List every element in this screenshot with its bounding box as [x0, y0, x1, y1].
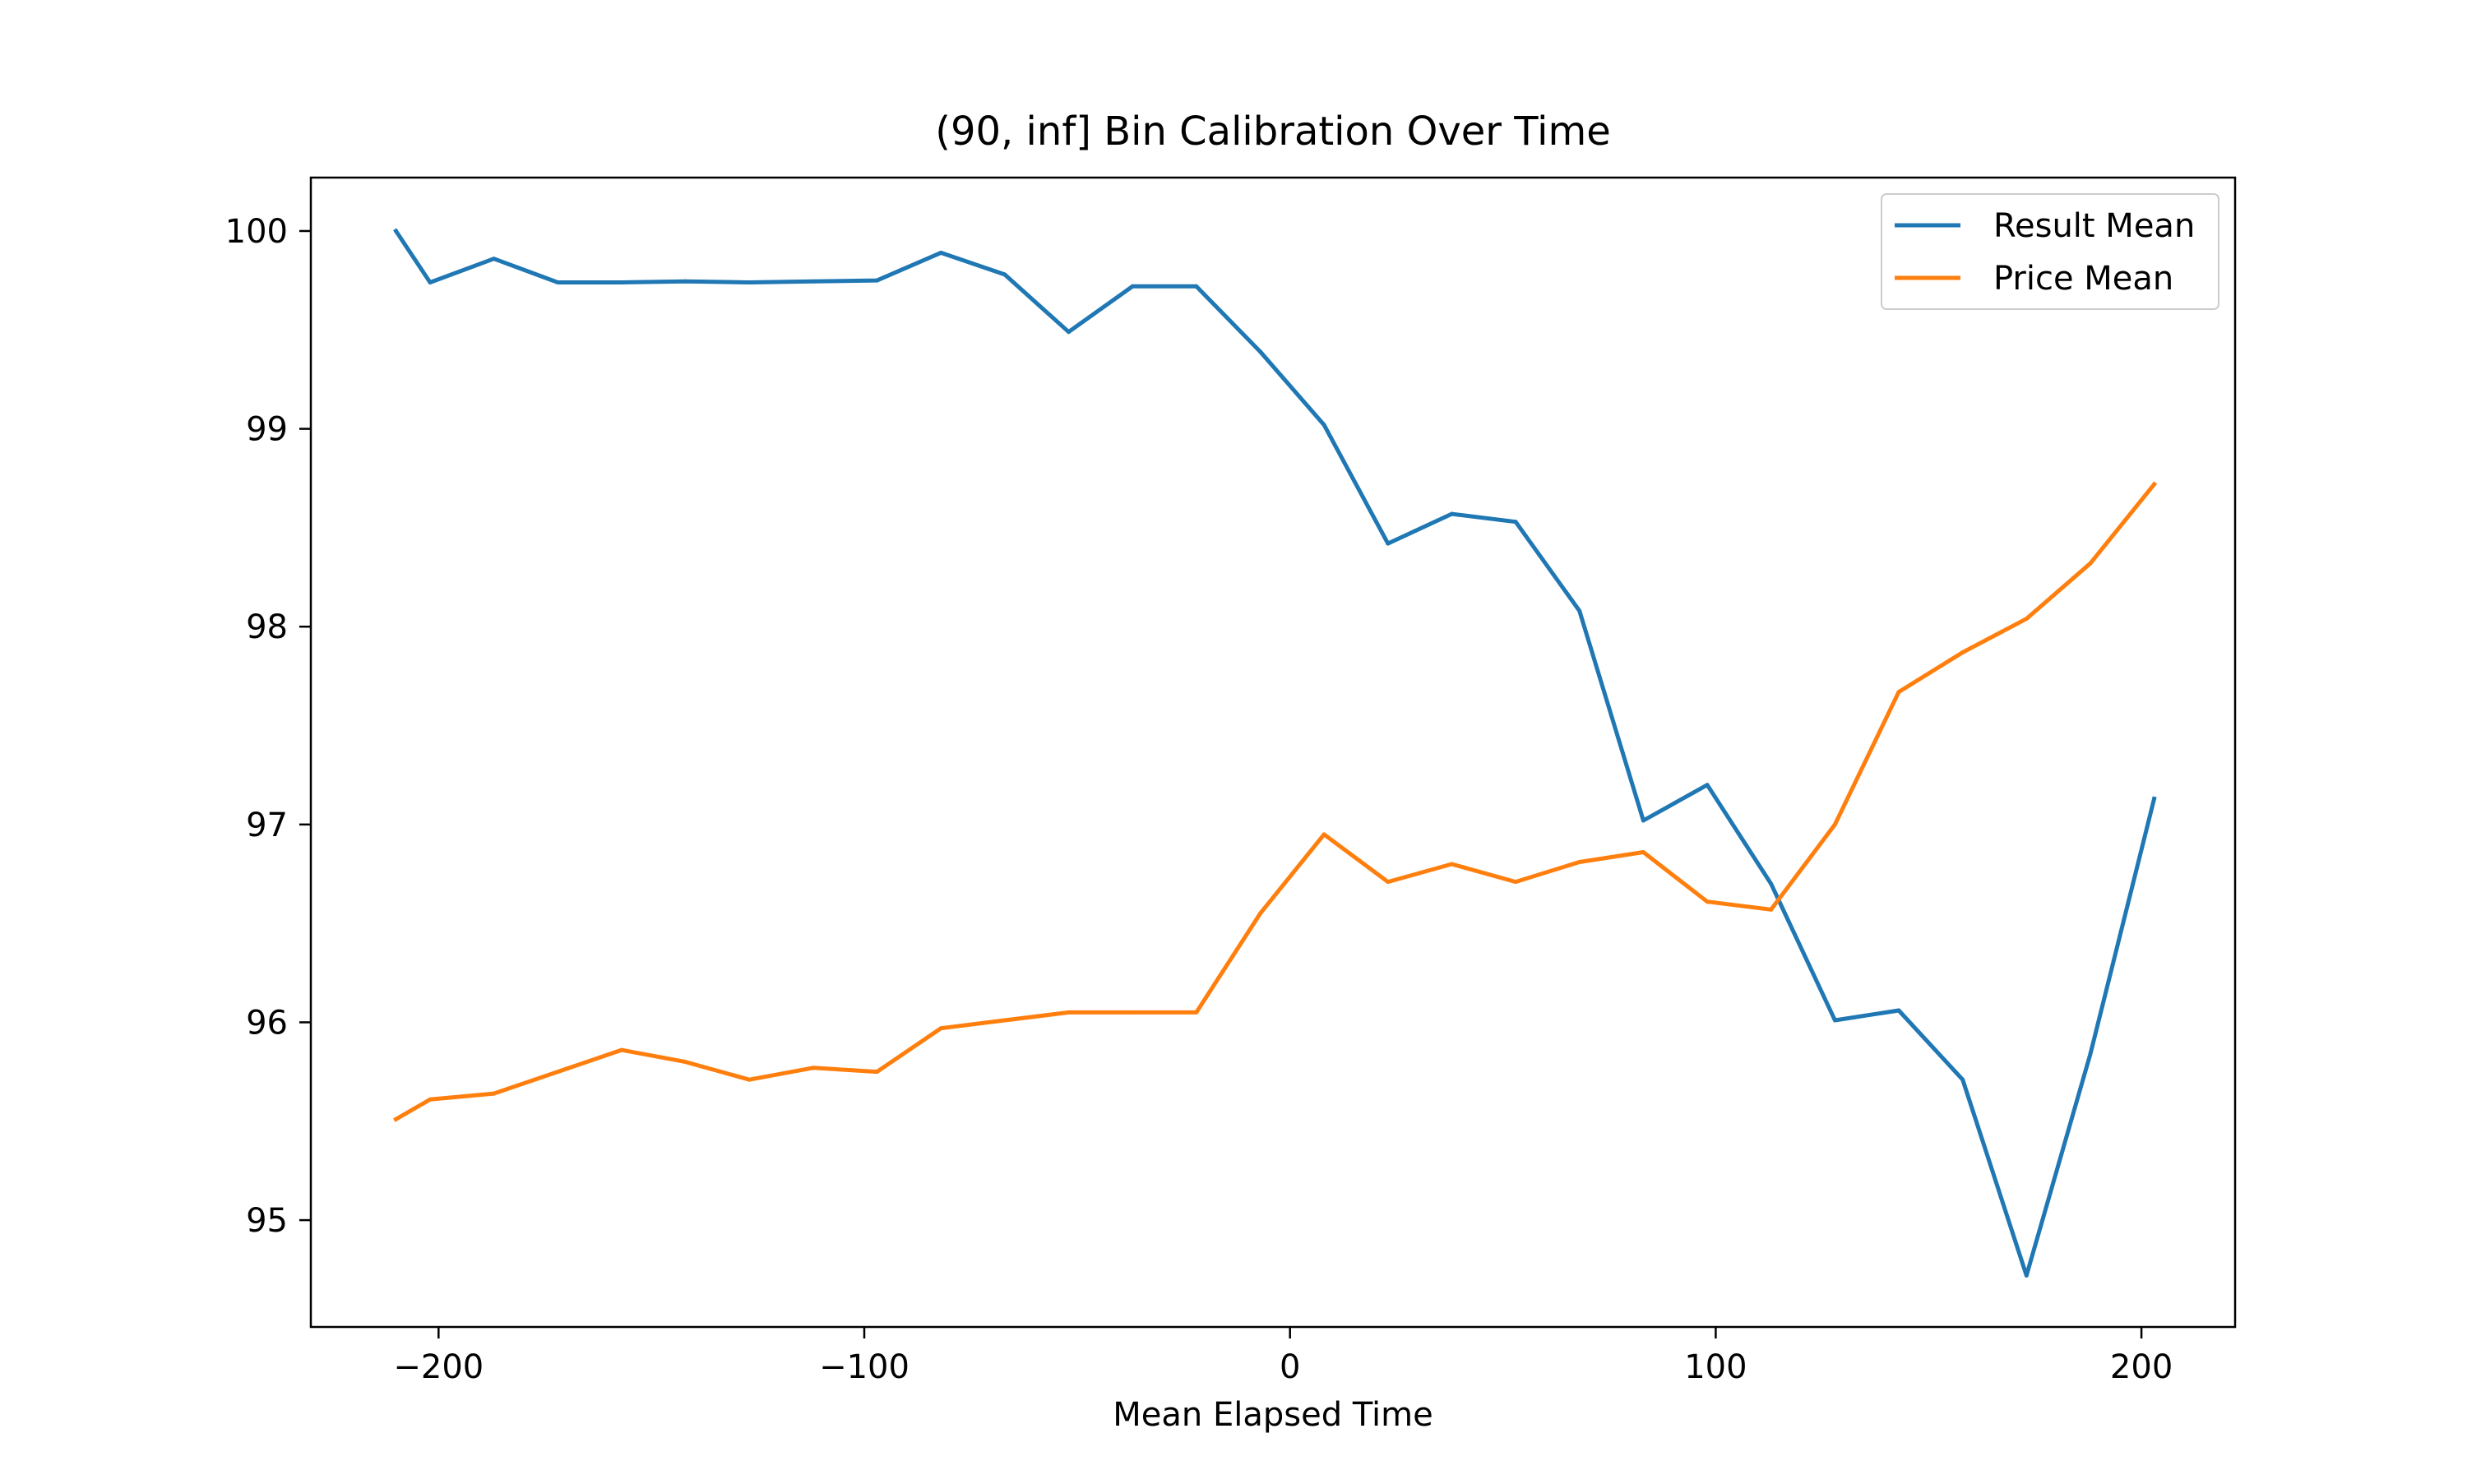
y-tick-label: 97	[246, 807, 288, 844]
series-0-point	[1832, 1018, 1837, 1023]
chart-title: (90, inf] Bin Calibration Over Time	[935, 109, 1611, 155]
y-tick-label: 99	[246, 411, 288, 449]
series-1-point	[394, 1116, 398, 1121]
series-0-point	[1067, 330, 1071, 335]
series-1-point	[2152, 482, 2157, 487]
series-1-point	[683, 1060, 688, 1065]
series-1-point	[1194, 1010, 1199, 1015]
series-0-point	[1386, 541, 1391, 546]
series-0-point	[811, 279, 816, 284]
plot-series	[393, 228, 2158, 1278]
series-1-point	[2024, 617, 2029, 622]
series-1-point	[428, 1097, 433, 1102]
series-1-point	[1960, 650, 1965, 654]
series-0-point	[1513, 520, 1518, 525]
y-tick-label: 98	[246, 608, 288, 646]
series-0-point	[1960, 1077, 1965, 1082]
series-1-point	[1896, 690, 1901, 695]
x-tick-label: 0	[1280, 1348, 1300, 1386]
series-1-point	[1641, 850, 1645, 854]
y-axis: 95 96 97 98 99 100	[225, 213, 311, 1240]
x-tick-label: −100	[819, 1348, 910, 1386]
series-1-point	[1386, 880, 1391, 885]
series-1-point	[1067, 1010, 1071, 1015]
series-0-point	[2088, 1052, 2093, 1056]
series-0-point	[1769, 881, 1774, 886]
series-1-point	[555, 1070, 560, 1075]
legend-box	[1881, 193, 2219, 310]
series-0-point	[747, 280, 752, 284]
series-1-point	[811, 1066, 816, 1070]
legend: Result Mean Price Mean	[1881, 193, 2219, 310]
series-0-point	[1705, 783, 1710, 788]
series-0-point	[1002, 272, 1007, 277]
series-0-point	[555, 280, 560, 284]
legend-label-1: Price Mean	[1993, 260, 2173, 298]
series-0-point	[619, 280, 624, 284]
series-0-point	[938, 250, 943, 255]
series-0-point	[1641, 818, 1645, 823]
series-1-point	[2088, 561, 2093, 566]
series-0-point	[492, 257, 497, 261]
series-1-point	[938, 1026, 943, 1031]
series-0-point	[1449, 511, 1454, 516]
series-1-point	[1449, 862, 1454, 867]
x-tick-label: 100	[1684, 1348, 1747, 1386]
series-0-point	[2024, 1273, 2029, 1278]
series-1-point	[1258, 911, 1262, 916]
series-0-point	[1321, 423, 1326, 428]
series-1-point	[1130, 1010, 1135, 1015]
series-0-point	[1896, 1008, 1901, 1013]
series-1-point	[1769, 907, 1774, 912]
series-1-point	[1577, 860, 1582, 864]
series-0-point	[1577, 608, 1582, 613]
series-0-point	[1130, 284, 1135, 289]
series-1-point	[875, 1070, 879, 1075]
x-axis-title: Mean Elapsed Time	[1113, 1396, 1433, 1434]
series-0-point	[1258, 349, 1262, 354]
series-1-point	[1002, 1018, 1007, 1023]
x-axis: −200 −100 0 100 200	[393, 1327, 2173, 1386]
y-tick-label: 95	[246, 1202, 288, 1240]
series-1-point	[1705, 899, 1710, 904]
series-1-point	[619, 1047, 624, 1052]
series-0-point	[428, 280, 433, 284]
y-tick-label: 96	[246, 1004, 288, 1042]
series-0-point	[394, 229, 398, 233]
x-tick-label: −200	[393, 1348, 484, 1386]
y-tick-label: 100	[225, 213, 288, 251]
series-0-point	[875, 278, 879, 283]
series-1-point	[747, 1077, 752, 1082]
series-1-point	[492, 1091, 497, 1096]
plot-frame	[309, 176, 2237, 1329]
series-0-point	[2152, 797, 2157, 801]
series-0-point	[683, 279, 688, 284]
series-1-point	[1832, 822, 1837, 827]
series-1-point	[1513, 880, 1518, 885]
series-1-point	[1321, 832, 1326, 837]
legend-label-0: Result Mean	[1993, 207, 2195, 245]
series-0-point	[1194, 284, 1199, 289]
x-tick-label: 200	[2110, 1348, 2173, 1386]
